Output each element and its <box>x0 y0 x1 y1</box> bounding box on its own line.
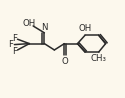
Text: OH: OH <box>22 19 35 28</box>
Text: F: F <box>12 34 17 43</box>
Text: F: F <box>12 47 17 56</box>
Text: N: N <box>41 23 48 32</box>
Text: F: F <box>8 40 13 49</box>
Text: CH₃: CH₃ <box>91 54 107 63</box>
Text: O: O <box>61 57 68 66</box>
Text: OH: OH <box>78 24 92 33</box>
